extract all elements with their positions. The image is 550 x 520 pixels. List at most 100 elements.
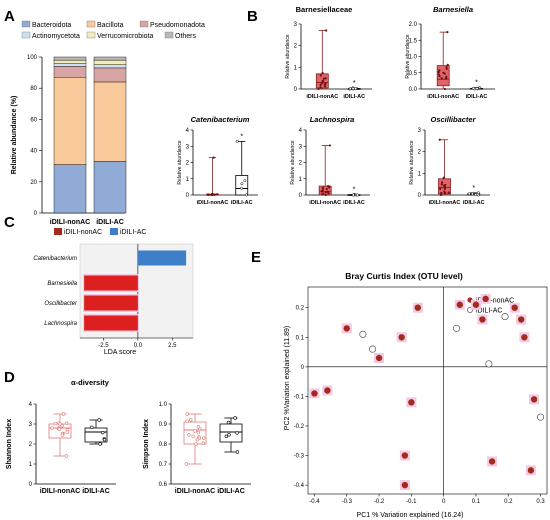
e-plot-frame <box>307 286 548 495</box>
d2-point <box>185 419 189 423</box>
d1-y-tick-label: 2 <box>29 442 33 448</box>
b5-point-nonac <box>440 191 443 195</box>
b5-point-nonac <box>447 191 450 194</box>
e-point-nonac <box>472 301 480 308</box>
d2-point <box>191 434 195 438</box>
b5-point-nonac <box>440 181 444 184</box>
b2-y-tick-label: 0.5 <box>409 71 418 77</box>
e-x-tick-label: 0.1 <box>472 499 481 505</box>
a-y-tick-label: 0 <box>34 211 38 217</box>
a-y-tick-label: 80 <box>30 86 37 92</box>
d2-box <box>183 421 207 445</box>
d1-point <box>58 422 62 426</box>
b1-point-nonac <box>319 83 322 86</box>
legend-swatch-others <box>164 31 174 39</box>
b2-y-tick-label: 1.5 <box>409 38 418 44</box>
b1-point-nonac <box>319 86 322 89</box>
a-bar-segment <box>93 56 127 61</box>
e-point-ac <box>369 345 377 353</box>
c-x-tick-label: 0.0 <box>134 343 143 349</box>
b2-point-nonac <box>446 63 449 66</box>
panel-label-c: C <box>4 214 15 231</box>
b2-category-label: iDILI-AC <box>466 94 488 100</box>
b2-point-nonac <box>443 72 446 75</box>
d1-point <box>102 438 107 442</box>
b2-y-tick-label: 0.0 <box>409 87 418 93</box>
b2-point-nonac <box>437 70 440 74</box>
e-point-ac <box>485 360 493 368</box>
b3-box <box>235 175 249 196</box>
b4-point-nonac <box>322 192 325 195</box>
c-category-label: Catenibacterium <box>33 256 77 262</box>
c-lda-bar <box>137 250 187 266</box>
b3-point-nonac <box>212 156 215 159</box>
a-bar-segment <box>53 59 87 64</box>
b3-y-tick-label: 4 <box>186 128 190 134</box>
d2-point <box>196 430 200 435</box>
d1-point <box>53 421 58 426</box>
a-bar-segment <box>53 77 87 165</box>
d2-point <box>184 462 188 466</box>
c-lda-bar <box>84 315 138 331</box>
d2-point <box>224 434 229 439</box>
b4-point-nonac <box>327 192 330 195</box>
b5-point-nonac <box>440 183 443 186</box>
legend-label-pseudomonadota: Pseudomonadota <box>150 22 205 29</box>
c-category-label: Barnesiella <box>47 281 77 287</box>
d2-category-label: iDILI-AC <box>217 488 245 495</box>
legend-swatch-bacteroidota <box>21 20 31 28</box>
b2-point-nonac <box>445 66 448 69</box>
d2-point <box>235 450 240 454</box>
b4-y-tick-label: 2 <box>299 161 303 167</box>
b4-category-label: iDILI-AC <box>343 200 365 206</box>
legend-label-verrucomicrobiota: Verrucomicrobiota <box>97 33 154 40</box>
b1-point-nonac <box>319 74 322 77</box>
d1-point <box>97 418 101 422</box>
e-point-nonac <box>311 390 318 397</box>
b3-y-label: Relative abundance <box>177 140 183 184</box>
panel-e-xlabel: PC1 % Variation explained (16.24) <box>357 512 464 519</box>
d2-point <box>227 433 231 437</box>
panel-c-xlabel: LDA score <box>104 349 136 356</box>
b1-category-label: iDILI-AC <box>343 94 365 100</box>
c-category-label: Lachnospira <box>44 321 77 327</box>
legend-label-bacillota: Bacillota <box>97 22 124 29</box>
c-x-tick-label: 2.5 <box>168 343 177 349</box>
d2-point <box>194 442 198 446</box>
a-bar-segment <box>53 164 87 214</box>
d1-point <box>64 454 68 458</box>
panel-label-a: A <box>4 8 15 25</box>
e-point-nonac <box>511 304 518 311</box>
legend-label-actinomycetota: Actinomycetota <box>32 33 80 40</box>
panel-a-legend: Bacteroidota Bacillota Pseudomonadota Ac… <box>21 20 205 40</box>
e-point-nonac <box>482 295 489 303</box>
b5-category-label: iDILI-nonAC <box>429 200 461 206</box>
e-point-nonac <box>343 325 350 332</box>
b5-point-nonac <box>438 138 441 141</box>
lda-legend-swatch-ac <box>110 228 118 235</box>
d1-y-tick-label: 1 <box>29 462 33 468</box>
b3-y-tick-label: 3 <box>186 144 190 150</box>
d2-point <box>201 441 206 445</box>
a-bar-segment <box>93 67 127 83</box>
e-point-ac <box>501 313 509 321</box>
b1-point-nonac <box>321 72 324 75</box>
chart-title-oscillibacter: Oscillibacter <box>430 115 476 124</box>
b2-category-label: iDILI-nonAC <box>427 94 459 100</box>
b1-point-nonac <box>317 87 320 91</box>
lda-legend-label-nonac: iDILI-nonAC <box>64 229 102 236</box>
b3-category-label: iDILI-nonAC <box>197 200 229 206</box>
c-x-tick-label: -2.5 <box>98 343 109 349</box>
b2-point-ac <box>471 86 475 90</box>
c-lda-bar <box>84 275 138 291</box>
panel-a-ylabel: Relative abundance (%) <box>11 96 18 175</box>
e-point-nonac <box>414 304 422 311</box>
e-point-nonac <box>530 396 538 403</box>
b4-point-nonac <box>328 144 331 147</box>
b5-y-tick-label: 3 <box>418 128 422 134</box>
b3-point-ac <box>240 186 243 190</box>
e-point-nonac <box>521 334 528 341</box>
c-category-label: Oscillibacter <box>44 301 78 307</box>
a-bar-segment <box>93 59 127 65</box>
d1-category-label: iDILI-nonAC <box>40 488 80 495</box>
